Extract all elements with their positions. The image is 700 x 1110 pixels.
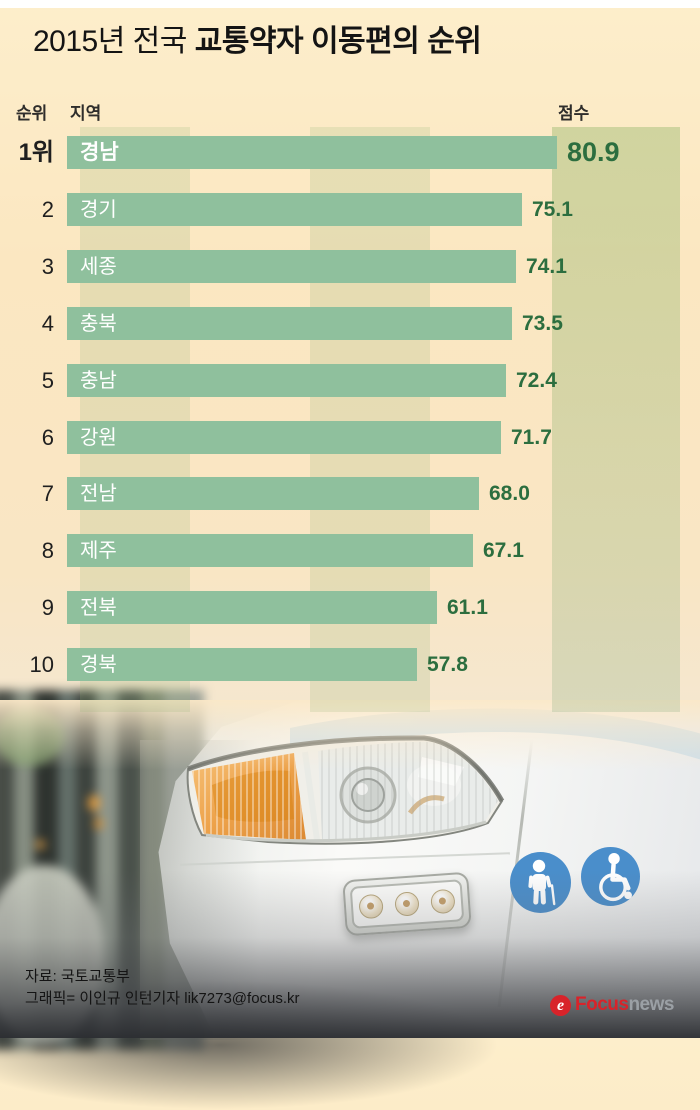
table-row: 7 전남 68.0 <box>0 477 700 510</box>
photo-top-blend <box>0 700 700 770</box>
region-label: 전남 <box>80 483 117 505</box>
score-value: 74.1 <box>526 255 567 278</box>
score-value: 71.7 <box>511 426 552 449</box>
rank-label: 4 <box>41 311 54 336</box>
focus-news-logo-icon: e <box>550 994 571 1016</box>
title-regular-part: 2015년 전국 <box>33 25 187 58</box>
rank-label: 1위 <box>18 139 54 166</box>
table-row: 6 강원 71.7 <box>0 421 700 454</box>
score-bar: 강원 <box>67 421 501 454</box>
table-row: 5 충남 72.4 <box>0 364 700 397</box>
score-bar: 경기 <box>67 193 522 226</box>
score-bar: 경북 <box>67 648 417 681</box>
rank-label: 10 <box>29 652 54 677</box>
table-row: 10 경북 57.8 <box>0 648 700 681</box>
bar-chart-rows: 1위 경남 80.9 2 경기 75.1 3 세종 74.1 4 충북 73.5 5 충남 72.4 6 강원 7… <box>0 136 700 681</box>
region-label: 경기 <box>80 199 117 221</box>
score-bar: 경남 <box>67 136 557 169</box>
rank-label: 3 <box>41 254 54 279</box>
region-label: 제주 <box>80 540 117 562</box>
photo-bottom-shading <box>0 870 700 1038</box>
rank-label: 2 <box>41 197 54 222</box>
region-label: 경남 <box>80 141 119 164</box>
top-white-strip <box>0 0 700 8</box>
table-row: 3 세종 74.1 <box>0 250 700 283</box>
table-row: 4 충북 73.5 <box>0 307 700 340</box>
score-bar: 세종 <box>67 250 516 283</box>
region-label: 세종 <box>80 256 117 278</box>
table-row: 8 제주 67.1 <box>0 534 700 567</box>
score-bar: 제주 <box>67 534 473 567</box>
logo-text-news: news <box>628 994 674 1015</box>
region-label: 충남 <box>80 370 117 392</box>
score-value: 67.1 <box>483 539 524 562</box>
score-value: 72.4 <box>516 369 557 392</box>
score-value: 80.9 <box>567 137 620 167</box>
region-label: 전북 <box>80 597 117 619</box>
score-value: 73.5 <box>522 312 563 335</box>
column-header-region: 지역 <box>70 104 102 123</box>
bus-indicator-light <box>88 795 100 811</box>
table-row: 9 전북 61.1 <box>0 591 700 624</box>
bus-indicator-light <box>36 840 45 849</box>
column-header-rank: 순위 <box>16 104 48 123</box>
score-bar: 전남 <box>67 477 479 510</box>
score-bar: 충북 <box>67 307 512 340</box>
region-label: 경북 <box>80 654 117 676</box>
score-value: 68.0 <box>489 482 530 505</box>
region-label: 강원 <box>80 427 117 449</box>
table-row: 1위 경남 80.9 <box>0 136 700 169</box>
score-bar: 충남 <box>67 364 506 397</box>
score-value: 75.1 <box>532 198 573 221</box>
title-bold-part: 교통약자 이동편의 순위 <box>194 25 482 58</box>
source-credit: 자료: 국토교통부 <box>25 968 130 985</box>
logo-text-focus: Focus <box>575 994 629 1015</box>
bus-indicator-light <box>94 818 103 829</box>
rank-label: 7 <box>41 481 54 506</box>
score-column-band <box>552 127 680 712</box>
rank-label: 8 <box>41 538 54 563</box>
score-value: 61.1 <box>447 596 488 619</box>
column-header-score: 점수 <box>558 104 590 123</box>
table-row: 2 경기 75.1 <box>0 193 700 226</box>
region-label: 충북 <box>80 313 117 335</box>
page-title: 2015년 전국 교통약자 이동편의 순위 <box>33 16 482 60</box>
rank-label: 6 <box>41 425 54 450</box>
focus-news-logo: e Focus news <box>550 993 674 1017</box>
rank-label: 5 <box>41 368 54 393</box>
rank-label: 9 <box>41 595 54 620</box>
graphic-credit: 그래픽= 이인규 인턴기자 lik7273@focus.kr <box>25 990 300 1007</box>
score-value: 57.8 <box>427 653 468 676</box>
footer: 자료: 국토교통부 그래픽= 이인규 인턴기자 lik7273@focus.kr <box>25 966 300 1010</box>
score-bar: 전북 <box>67 591 437 624</box>
